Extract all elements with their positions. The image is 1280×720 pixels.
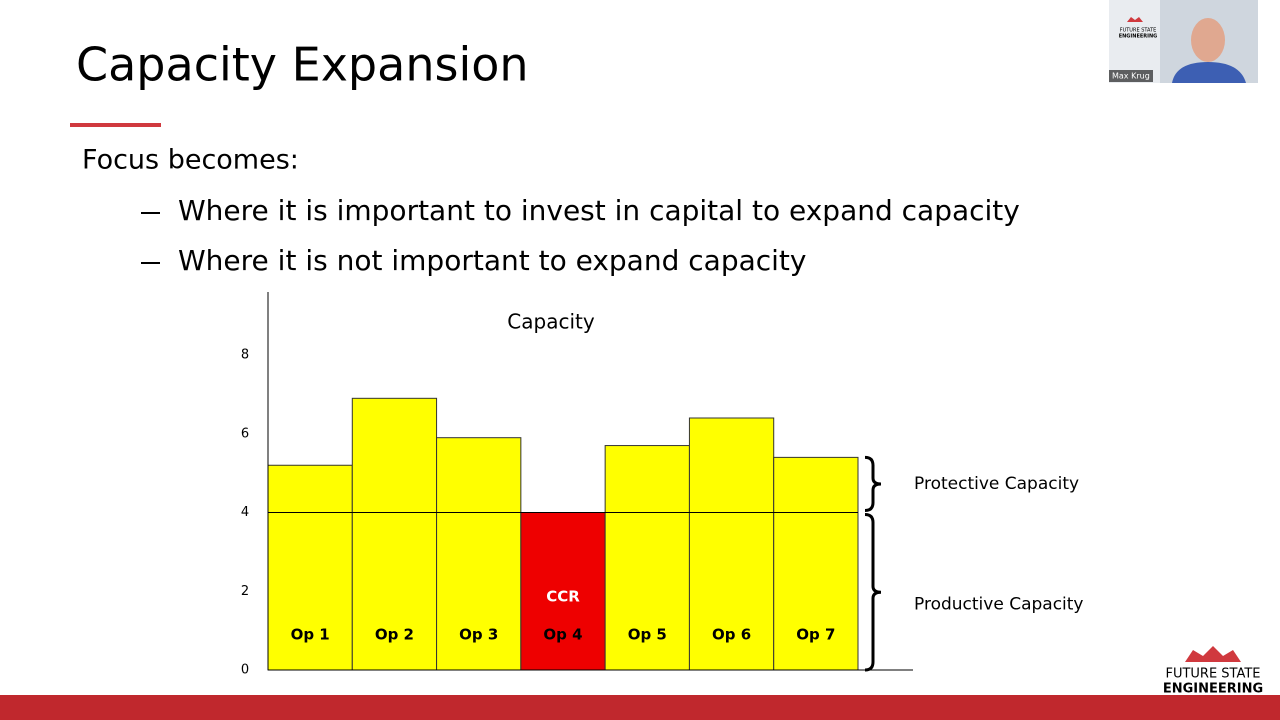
video-logo-text: ENGINEERING <box>1119 34 1158 40</box>
slide-title: Capacity Expansion <box>76 38 529 92</box>
y-tick-label: 8 <box>241 348 249 363</box>
bar <box>267 464 353 671</box>
y-tick-label: 4 <box>241 505 249 520</box>
bar <box>436 437 522 671</box>
bar-label: Op 5 <box>628 626 667 644</box>
bar-label: Op 2 <box>375 626 414 644</box>
bar-note: CCR <box>546 588 580 606</box>
bar-label: Op 7 <box>796 626 835 644</box>
y-tick-label: 2 <box>241 584 249 599</box>
protective-brace <box>864 455 882 512</box>
bar <box>351 397 438 671</box>
name-tag <box>1109 70 1153 82</box>
bracket-label: Productive Capacity <box>914 594 1084 614</box>
y-tick-label: 6 <box>241 426 249 441</box>
y-tick-label: 0 <box>241 663 249 678</box>
bar <box>773 456 859 671</box>
intro-text: Focus becomes: <box>82 145 299 176</box>
bar-label: Op 1 <box>291 626 330 644</box>
video-thumbnail: FUTURE STATE ENGINEERING Max Krug <box>1109 0 1258 83</box>
bracket-label: Protective Capacity <box>914 474 1079 494</box>
footer-logo-icon <box>1185 646 1241 662</box>
productive-brace <box>864 513 882 672</box>
bar <box>604 445 690 671</box>
chart-title: Capacity <box>507 310 595 334</box>
bar-label: Op 4 <box>543 626 582 644</box>
video-logo-icon <box>1127 17 1143 22</box>
person-shirt <box>1172 62 1246 83</box>
bullet-text: Where it is not important to expand capa… <box>178 244 806 277</box>
footer-logo-text: ENGINEERING <box>1163 682 1263 697</box>
video-logo-text: FUTURE STATE <box>1120 28 1157 34</box>
bullet-text: Where it is important to invest in capit… <box>178 194 1020 227</box>
person-head <box>1191 18 1225 62</box>
title-underline <box>70 123 161 127</box>
bar-label: Op 6 <box>712 626 751 644</box>
participant-name: Max Krug <box>1112 72 1150 81</box>
bar-label: Op 3 <box>459 626 498 644</box>
footer-band <box>0 695 1280 720</box>
footer-logo-text: FUTURE STATE <box>1165 667 1260 682</box>
